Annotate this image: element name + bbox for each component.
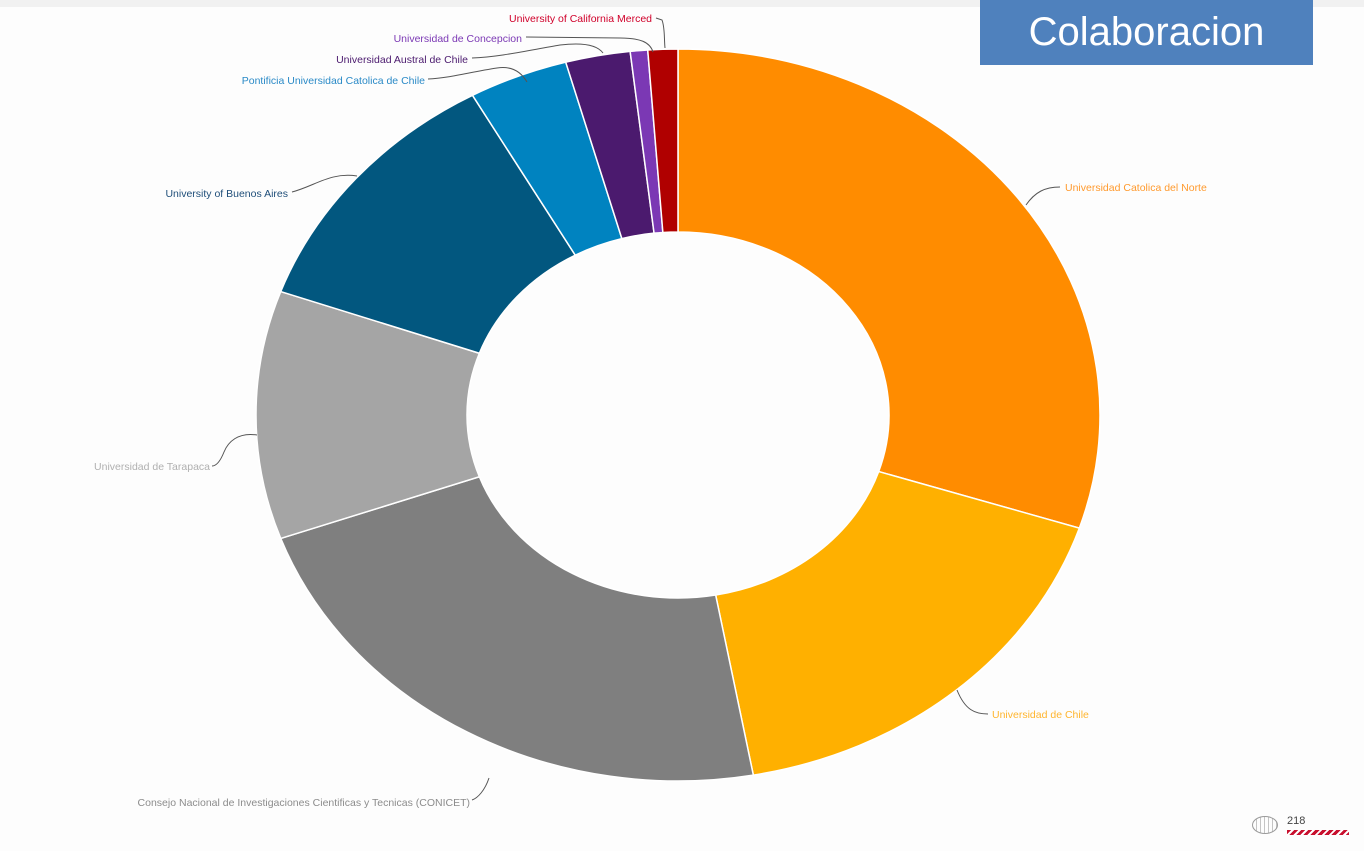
slice-label: Consejo Nacional de Investigaciones Cien…	[138, 797, 470, 809]
donut-slices	[255, 48, 1101, 782]
page-stripe	[1287, 830, 1349, 835]
page-badge: 218	[1252, 812, 1352, 844]
label-leader-lines	[211, 17, 1061, 801]
donut-slice	[677, 48, 1101, 530]
leader-line	[471, 43, 604, 59]
slice-label: Universidad de Tarapaca	[94, 461, 210, 473]
institution-logo-icon	[1252, 816, 1278, 834]
slide-title: Colaboracion	[980, 0, 1313, 65]
page-number: 218	[1287, 815, 1306, 827]
leader-line	[291, 174, 358, 193]
top-strip	[0, 0, 1364, 7]
donut-slice	[279, 94, 577, 355]
leader-line	[525, 36, 654, 53]
donut-slice	[279, 475, 755, 782]
leader-line	[655, 17, 666, 49]
slice-label: Universidad de Chile	[992, 709, 1089, 721]
slice-label: Universidad Catolica del Norte	[1065, 182, 1207, 194]
slice-label: University of California Merced	[509, 13, 652, 25]
leader-line	[211, 433, 258, 467]
leader-line	[471, 777, 490, 801]
donut-slice	[714, 470, 1081, 776]
slice-label: Universidad Austral de Chile	[336, 54, 468, 66]
leader-line	[427, 67, 528, 83]
slice-label: Universidad de Concepcion	[394, 33, 523, 45]
slice-label: Pontificia Universidad Catolica de Chile	[242, 75, 425, 87]
donut-slice	[255, 290, 481, 540]
slice-label: University of Buenos Aires	[165, 188, 288, 200]
callout-labels: Universidad Catolica del Norte Universida…	[94, 13, 1207, 809]
leader-line	[1025, 186, 1061, 206]
donut-slice	[646, 48, 679, 234]
leader-line	[956, 689, 989, 715]
